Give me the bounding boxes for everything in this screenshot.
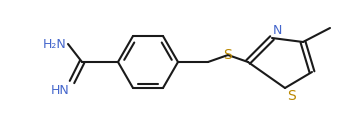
Text: H₂N: H₂N (42, 37, 66, 50)
Text: S: S (224, 48, 232, 62)
Text: N: N (273, 24, 282, 37)
Text: HN: HN (51, 84, 70, 97)
Text: S: S (287, 89, 296, 103)
